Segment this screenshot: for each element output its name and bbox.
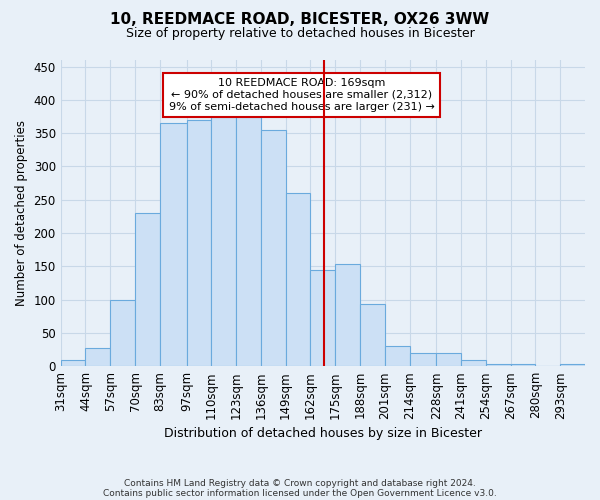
Y-axis label: Number of detached properties: Number of detached properties	[15, 120, 28, 306]
Bar	[85, 348, 110, 366]
Text: Contains HM Land Registry data © Crown copyright and database right 2024.: Contains HM Land Registry data © Crown c…	[124, 478, 476, 488]
Bar	[236, 116, 261, 366]
Bar	[286, 193, 310, 366]
Bar	[410, 353, 436, 366]
Text: 10 REEDMACE ROAD: 169sqm
← 90% of detached houses are smaller (2,312)
9% of semi: 10 REEDMACE ROAD: 169sqm ← 90% of detach…	[169, 78, 435, 112]
Bar	[461, 360, 486, 366]
Text: 10, REEDMACE ROAD, BICESTER, OX26 3WW: 10, REEDMACE ROAD, BICESTER, OX26 3WW	[110, 12, 490, 28]
Bar	[110, 300, 135, 366]
Bar	[486, 364, 511, 366]
Bar	[560, 364, 585, 366]
Text: Contains public sector information licensed under the Open Government Licence v3: Contains public sector information licen…	[103, 488, 497, 498]
Bar	[135, 213, 160, 366]
Bar	[187, 120, 211, 366]
Bar	[335, 264, 360, 366]
Bar	[61, 360, 85, 366]
Bar	[360, 304, 385, 366]
Bar	[436, 353, 461, 366]
Bar	[160, 123, 187, 366]
Bar	[310, 270, 335, 366]
Bar	[385, 346, 410, 366]
Bar	[211, 116, 236, 366]
Bar	[261, 130, 286, 366]
X-axis label: Distribution of detached houses by size in Bicester: Distribution of detached houses by size …	[164, 427, 482, 440]
Bar	[511, 364, 535, 366]
Text: Size of property relative to detached houses in Bicester: Size of property relative to detached ho…	[125, 28, 475, 40]
